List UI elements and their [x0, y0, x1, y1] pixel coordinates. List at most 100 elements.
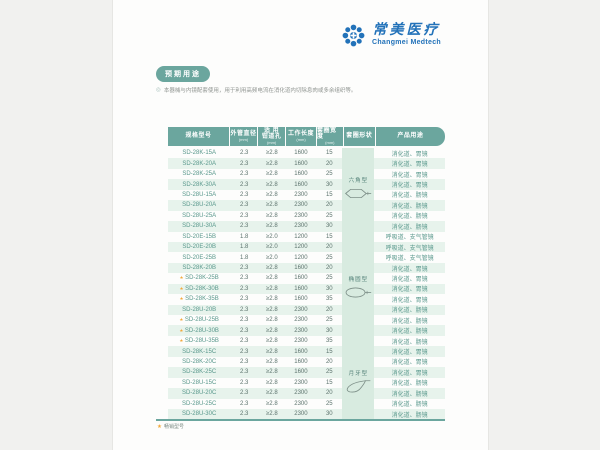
shape-cell: [342, 283, 375, 295]
brand-logo: 常美医疗 Changmei Medtech: [341, 22, 441, 48]
table-bottom-rule: [156, 419, 445, 421]
od-cell: 2.3: [239, 338, 249, 345]
model-cell: SD-28U-20B: [182, 306, 217, 313]
use-cell: 消化道、肠镜: [391, 339, 428, 346]
use-cell: 消化道、胃镜: [391, 360, 428, 367]
model-cell: SD-28K-25C: [182, 369, 217, 376]
width-cell: 15: [325, 191, 333, 198]
model-cell: SD-20E-25B: [182, 254, 216, 261]
channel-cell: ≥2.8: [266, 317, 278, 324]
length-cell: 2300: [294, 379, 308, 386]
table-row: SD-28K-30A 2.3 ≥2.8 1600 30 消化道、胃镜: [168, 179, 445, 190]
shape-cell: [342, 408, 375, 420]
model-cell: ★ SD-28U-25B: [179, 317, 219, 324]
model-cell: SD-20E-20B: [182, 244, 216, 251]
column-header: 外管直径 (mm): [229, 127, 258, 146]
use-cell: 消化道、肠镜: [391, 224, 428, 231]
width-cell: 25: [325, 254, 333, 261]
table-row: ★ SD-28U-30B 2.3 ≥2.8 2300 30 消化道、肠镜: [168, 325, 445, 336]
shape-cell: [342, 221, 375, 232]
intended-use-badge: 预期用途: [156, 66, 210, 82]
model-cell: SD-28K-20C: [182, 358, 217, 365]
table-row: SD-28K-25C 2.3 ≥2.8 1600 25 消化道、胃镜: [168, 367, 445, 378]
model-cell: ★ SD-28K-30B: [179, 285, 219, 292]
od-cell: 2.3: [239, 212, 249, 219]
length-cell: 2300: [294, 223, 308, 230]
shape-cell: [342, 168, 375, 180]
width-cell: 30: [325, 411, 333, 418]
model-cell: ★ SD-28U-30B: [179, 327, 219, 334]
shape-cell: [342, 262, 375, 274]
width-cell: 30: [325, 327, 333, 334]
table-row: SD-28U-30C 2.3 ≥2.8 2300 30 消化道、肠镜: [168, 408, 445, 420]
channel-cell: ≥2.8: [266, 348, 278, 355]
od-cell: 2.3: [239, 390, 249, 397]
width-cell: 30: [325, 223, 333, 230]
model-cell: SD-28U-25A: [182, 212, 217, 219]
use-cell: 消化道、肠镜: [391, 318, 428, 325]
model-cell: SD-28K-20B: [182, 265, 216, 272]
width-cell: 25: [325, 171, 333, 178]
length-cell: 2300: [294, 306, 308, 313]
od-cell: 2.3: [239, 348, 249, 355]
channel-cell: ≥2.0: [266, 233, 278, 240]
length-cell: 2300: [294, 212, 308, 219]
table-row: SD-28U-25C 2.3 ≥2.8 2300 25 消化道、肠镜: [168, 398, 445, 409]
table-row: SD-28U-20C 2.3 ≥2.8 2300 20 消化道、肠镜: [168, 388, 445, 399]
use-cell: 消化道、肠镜: [391, 203, 428, 210]
table-row: SD-28U-20A 2.3 ≥2.8 2300 20 消化道、肠镜: [168, 200, 445, 211]
model-cell: ★ SD-28K-35B: [179, 296, 219, 303]
table-row: ★ SD-28K-30B 2.3 ≥2.8 1600 30 消化道、胃镜: [168, 283, 445, 295]
use-cell: 消化道、肠镜: [391, 329, 428, 336]
column-header: 适 用钳道孔 (mm): [258, 127, 286, 146]
width-cell: 15: [325, 150, 333, 157]
width-cell: 20: [325, 160, 333, 167]
use-cell: 消化道、胃镜: [391, 370, 428, 377]
od-cell: 2.3: [239, 369, 249, 376]
column-header: 工作长度 (mm): [286, 127, 316, 146]
table-row: ★ SD-28K-25B 2.3 ≥2.8 1600 25 消化道、胃镜: [168, 273, 445, 284]
channel-cell: ≥2.8: [266, 265, 278, 272]
model-cell: SD-28U-15A: [182, 191, 217, 198]
channel-cell: ≥2.8: [266, 285, 278, 292]
use-cell: 消化道、胃镜: [391, 350, 428, 357]
length-cell: 1200: [294, 233, 308, 240]
channel-cell: ≥2.8: [266, 400, 278, 407]
od-cell: 2.3: [239, 202, 249, 209]
shape-cell: [342, 200, 375, 211]
shape-cell: [342, 315, 375, 326]
od-cell: 2.3: [239, 400, 249, 407]
model-cell: SD-28K-15C: [182, 348, 217, 355]
catalog-page: 常美医疗 Changmei Medtech 预期用途 ◎ 本器械与内镜配套使用，…: [112, 0, 489, 450]
use-cell: 消化道、胃镜: [391, 276, 428, 283]
model-cell: SD-20E-15B: [182, 233, 216, 240]
model-cell: SD-28U-20C: [181, 390, 217, 397]
channel-cell: ≥2.8: [266, 390, 278, 397]
table-row: ★ SD-28K-35B 2.3 ≥2.8 1600 35 消化道、胃镜: [168, 294, 445, 305]
width-cell: 30: [325, 181, 333, 188]
use-cell: 消化道、肠镜: [391, 402, 428, 409]
od-cell: 2.3: [239, 317, 249, 324]
shape-cell: [342, 189, 375, 201]
shape-cell: [342, 294, 375, 305]
channel-cell: ≥2.8: [266, 306, 278, 313]
use-cell: 消化道、肠镜: [391, 391, 428, 398]
length-cell: 1200: [294, 254, 308, 261]
bestseller-star-icon: ★: [179, 296, 184, 302]
length-cell: 2300: [294, 191, 308, 198]
width-cell: 20: [325, 306, 333, 313]
column-header: 规格型号: [168, 127, 229, 146]
width-cell: 15: [325, 233, 333, 240]
length-cell: 1600: [294, 265, 308, 272]
table-row: SD-28U-15C 2.3 ≥2.8 2300 15 消化道、肠镜: [168, 377, 445, 389]
length-cell: 2300: [294, 390, 308, 397]
table-row: SD-28U-25A 2.3 ≥2.8 2300 25 消化道、肠镜: [168, 210, 445, 222]
table-row: SD-28U-15A 2.3 ≥2.8 2300 15 消化道、肠镜: [168, 189, 445, 201]
table-row: ★ SD-28U-25B 2.3 ≥2.8 2300 25 消化道、肠镜: [168, 315, 445, 326]
channel-cell: ≥2.8: [266, 379, 278, 386]
bestseller-star-icon: ★: [179, 327, 184, 333]
shape-cell: [342, 377, 375, 389]
note-text: 本器械与内镜配套使用，用于利用高频电流在消化道内切除息肉或多余组织等。: [163, 88, 357, 94]
use-cell: 消化道、胃镜: [391, 151, 428, 158]
use-cell: 消化道、胃镜: [391, 297, 428, 304]
